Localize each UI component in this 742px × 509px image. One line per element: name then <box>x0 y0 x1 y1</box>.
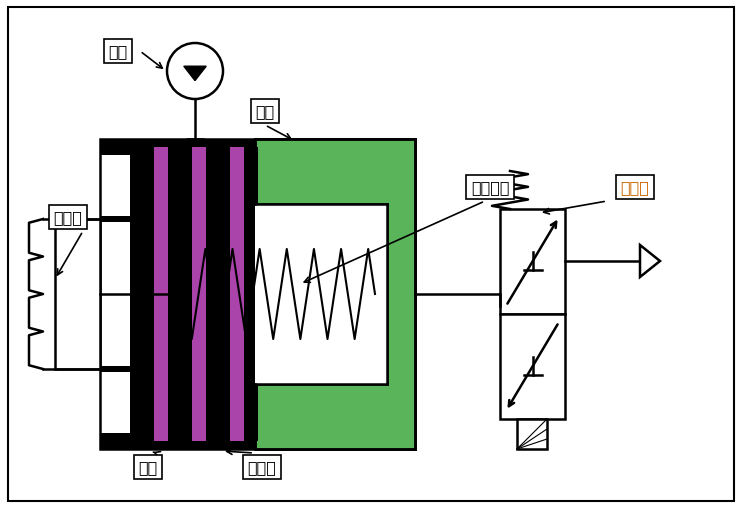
Text: 钐片: 钐片 <box>138 460 157 474</box>
Polygon shape <box>184 67 206 81</box>
Bar <box>100 140 415 449</box>
Text: 电磁阀: 电磁阀 <box>620 180 649 195</box>
Bar <box>100 140 415 156</box>
Text: 摩擦片: 摩擦片 <box>248 460 277 474</box>
Bar <box>517 419 547 449</box>
Bar <box>500 210 565 315</box>
Bar <box>100 216 130 222</box>
Text: 中间轴: 中间轴 <box>53 210 82 225</box>
Bar <box>206 148 230 441</box>
Polygon shape <box>640 245 660 277</box>
Text: 活塞: 活塞 <box>255 104 275 119</box>
Bar <box>192 148 206 441</box>
Bar <box>168 148 192 441</box>
Bar <box>55 219 100 369</box>
Bar <box>154 148 168 441</box>
Text: 回位弹簧: 回位弹簧 <box>470 180 509 195</box>
Bar <box>130 148 154 441</box>
Text: 油泵: 油泵 <box>108 44 128 60</box>
Bar <box>255 205 387 384</box>
Bar <box>100 433 415 449</box>
Bar <box>500 315 565 419</box>
Bar <box>244 148 258 441</box>
Bar <box>230 148 244 441</box>
Bar <box>100 366 130 372</box>
Circle shape <box>167 44 223 100</box>
Polygon shape <box>255 140 415 449</box>
